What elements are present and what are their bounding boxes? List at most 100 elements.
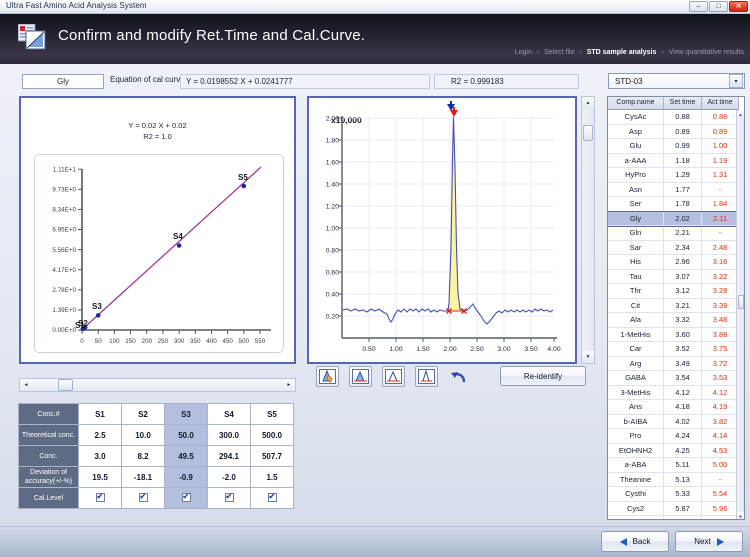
component-name-field[interactable]: Gly — [22, 74, 104, 89]
list-item[interactable]: Thr 3.12 3.28 — [608, 284, 739, 299]
breadcrumb-item-view-quantitative-results[interactable]: View quantitative results — [668, 49, 744, 56]
calibration-plot[interactable]: 0.00E+0 1.39E+0 2.78E+0 4.17E+0 5.56E+0 … — [35, 155, 285, 354]
list-item[interactable]: Gln 2.21- — [608, 226, 739, 241]
list-item[interactable]: CysAc 0.88 0.88 — [608, 110, 739, 125]
list-item[interactable]: a-AAA 1.18 1.19 — [608, 153, 739, 168]
back-button[interactable]: Back — [601, 531, 669, 552]
list-item[interactable]: Asp 0.89 0.89 — [608, 124, 739, 139]
list-item[interactable]: Sar 2.34 2.48 — [608, 240, 739, 255]
cell-callevel-s3[interactable] — [164, 487, 208, 509]
cell-callevel-s1[interactable] — [78, 487, 122, 509]
list-item[interactable]: Cys2 5.87 5.96 — [608, 501, 739, 516]
svg-text:9.73E+0: 9.73E+0 — [52, 187, 76, 194]
std-level-dropdown[interactable]: STD-03 ▾ — [608, 73, 745, 89]
cell-theoretical-s2[interactable]: 10.0 — [121, 424, 165, 446]
list-item[interactable]: Glu 0.99 1.00 — [608, 139, 739, 154]
cell-measured-s1[interactable]: 3.0 — [78, 445, 122, 467]
cell-conc-s5[interactable]: S5 — [250, 403, 294, 425]
peak-merge-button[interactable] — [382, 366, 405, 387]
checkbox-s4[interactable] — [224, 491, 234, 502]
checkbox-s1[interactable] — [95, 491, 105, 502]
scroll-thumb[interactable] — [738, 295, 744, 309]
list-item[interactable]: Cit 3.21 3.39 — [608, 298, 739, 313]
peak-baseline-button[interactable] — [415, 366, 438, 387]
compound-list[interactable]: Comp.name Set time Act time CysAc 0.88 0.8… — [607, 96, 745, 520]
cell-deviation-s1[interactable]: 19.5 — [78, 466, 122, 488]
peak-split-button[interactable] — [349, 366, 372, 387]
cell-theoretical-s4[interactable]: 300.0 — [207, 424, 251, 446]
checkbox-s2[interactable] — [138, 491, 148, 502]
list-item[interactable]: a-ABA 5.11 5.00 — [608, 458, 739, 473]
breadcrumb-item-std-sample-analysis[interactable]: STD sample analysis — [586, 49, 657, 56]
undo-button[interactable] — [448, 366, 471, 387]
cell-measured-s2[interactable]: 8.2 — [121, 445, 165, 467]
breadcrumb-item-select-file[interactable]: Select file — [544, 49, 575, 56]
list-item[interactable]: Pro 4.24 4.14 — [608, 429, 739, 444]
list-item[interactable]: 3-MetHis 4.12 4.12 — [608, 385, 739, 400]
list-item[interactable]: Ser 1.78 1.84 — [608, 197, 739, 212]
cell-callevel-s2[interactable] — [121, 487, 165, 509]
cell-deviation-s2[interactable]: -18.1 — [121, 466, 165, 488]
chromatogram-plot[interactable]: x10,000 — [309, 98, 575, 362]
cell-callevel-s4[interactable] — [207, 487, 251, 509]
manual-peak-button[interactable] — [316, 366, 339, 387]
cell-theoretical-s3[interactable]: 50.0 — [164, 424, 208, 446]
re-identify-button[interactable]: Re-identify — [500, 366, 586, 386]
scroll-left-icon[interactable]: ◄ — [20, 379, 32, 391]
list-item[interactable]: Arg 3.49 3.72 — [608, 356, 739, 371]
peak-split-icon — [352, 369, 369, 384]
calibration-horizontal-scrollbar[interactable]: ◄ ► — [19, 378, 296, 392]
chromatogram-vertical-scrollbar[interactable]: ▲ ▼ — [581, 96, 595, 364]
list-item[interactable]: b-AIBA 4.02 3.82 — [608, 414, 739, 429]
scroll-up-icon[interactable]: ▲ — [737, 110, 744, 118]
list-item[interactable]: Asn 1.77- — [608, 182, 739, 197]
list-item[interactable]: Cysthi 5.33 5.54 — [608, 487, 739, 502]
list-item[interactable]: Tau 3.07 3.22 — [608, 269, 739, 284]
column-header-set-time[interactable]: Set time — [664, 97, 702, 110]
svg-text:0: 0 — [80, 338, 84, 345]
compound-list-scrollbar[interactable]: ▲ ▼ — [736, 110, 744, 519]
cell-measured-s4[interactable]: 294.1 — [207, 445, 251, 467]
breadcrumb-item-login[interactable]: Login — [514, 49, 532, 56]
cell-theoretical-s5[interactable]: 500.0 — [250, 424, 294, 446]
cell-conc-s4[interactable]: S4 — [207, 403, 251, 425]
scroll-right-icon[interactable]: ► — [283, 379, 295, 391]
next-button[interactable]: Next — [675, 531, 743, 552]
cell-deviation-s5[interactable]: 1.5 — [250, 466, 294, 488]
cell-measured-s3[interactable]: 49.5 — [164, 445, 208, 467]
list-item[interactable]: Tyr6.136.22 — [608, 516, 739, 519]
list-item[interactable]: His 2.96 3.16 — [608, 255, 739, 270]
close-button[interactable]: ✕ — [729, 1, 748, 12]
svg-text:8.34E+0: 8.34E+0 — [52, 207, 76, 214]
cell-conc-s1[interactable]: S1 — [78, 403, 122, 425]
maximize-button[interactable]: □ — [709, 1, 728, 12]
list-item[interactable]: Ala 3.32 3.48 — [608, 313, 739, 328]
cell-conc-s3[interactable]: S3 — [164, 403, 208, 425]
minimize-button[interactable]: – — [689, 1, 708, 12]
list-item[interactable]: GABA 3.54 3.53 — [608, 371, 739, 386]
list-item[interactable]: EtOHNH2 4.25 4.53 — [608, 443, 739, 458]
list-item[interactable]: 1-MetHis 3.60 3.88 — [608, 327, 739, 342]
checkbox-s3[interactable] — [181, 491, 191, 502]
cell-callevel-s5[interactable] — [250, 487, 294, 509]
list-item[interactable]: HyPro 1.29 1.31 — [608, 168, 739, 183]
svg-text:2.50: 2.50 — [470, 346, 483, 353]
checkbox-s5[interactable] — [267, 491, 277, 502]
cell-measured-s5[interactable]: 507.7 — [250, 445, 294, 467]
column-header-act-time[interactable]: Act time — [702, 97, 739, 110]
cell-conc-s2[interactable]: S2 — [121, 403, 165, 425]
scroll-thumb[interactable] — [583, 125, 593, 141]
scroll-down-icon[interactable]: ▼ — [737, 512, 744, 519]
cell-deviation-s3[interactable]: -0.9 — [164, 466, 208, 488]
column-header-comp-name[interactable]: Comp.name — [608, 97, 664, 110]
scroll-up-icon[interactable]: ▲ — [582, 97, 594, 109]
cell-deviation-s4[interactable]: -2.0 — [207, 466, 251, 488]
cell-theoretical-s1[interactable]: 2.5 — [78, 424, 122, 446]
scroll-thumb[interactable] — [58, 379, 73, 391]
list-item[interactable]: Theanine 5.13- — [608, 472, 739, 487]
list-item[interactable]: Gly 2.02 2.11 — [608, 210, 740, 227]
list-item[interactable]: Ans 4.18 4.19 — [608, 400, 739, 415]
list-item[interactable]: Car 3.52 3.75 — [608, 342, 739, 357]
scroll-down-icon[interactable]: ▼ — [582, 351, 594, 363]
chevron-down-icon[interactable]: ▾ — [729, 74, 743, 88]
